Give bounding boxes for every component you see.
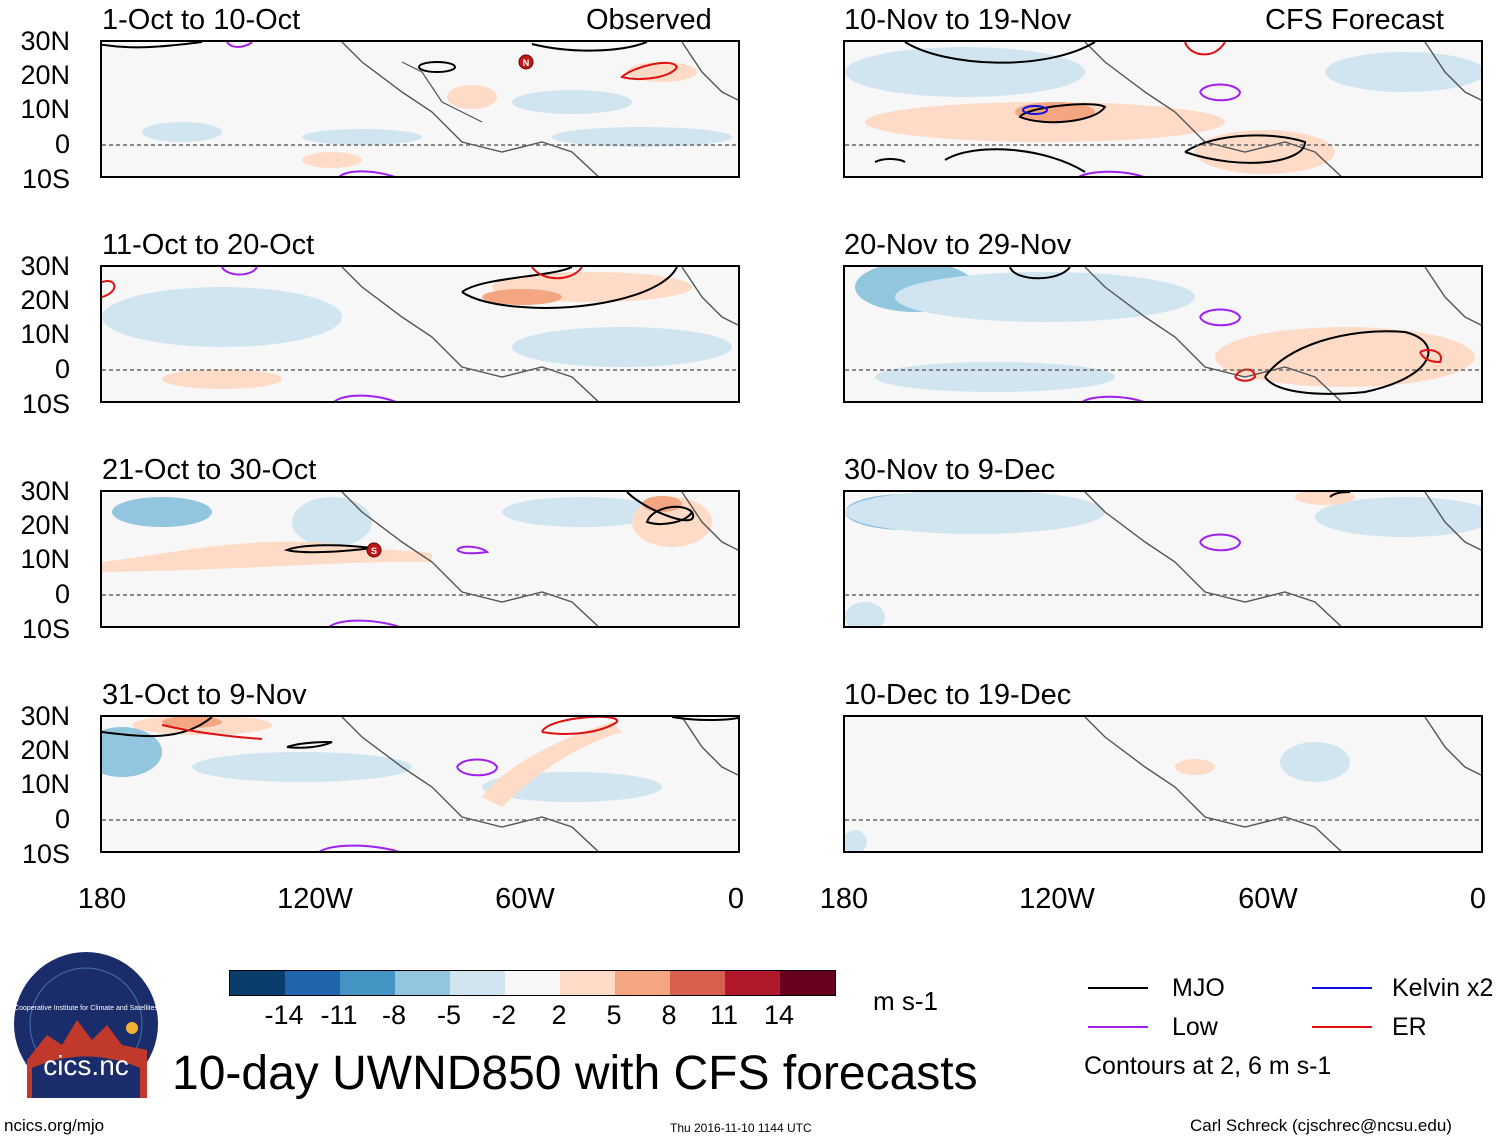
lat-label: 0 [54,129,70,159]
logo-text: cics.nc [43,1050,129,1081]
panel-title: 30-Nov to 9-Dec [844,454,1056,486]
legend-label-er: ER [1392,1013,1427,1041]
legend-swatch-mjo [1088,987,1148,989]
colorbar-label: -5 [436,1000,462,1030]
lat-label: 10S [21,389,70,419]
lat-label: 30N [20,476,70,506]
map-panel-nov10-nov19 [843,40,1483,178]
observed-heading: Observed [586,4,712,36]
colorbar-label: 11 [709,1000,739,1030]
storm-marker: S [371,546,377,556]
colorbar-label: -14 [264,1000,304,1030]
panel-title: 1-Oct to 10-Oct [102,4,301,36]
colorbar-label: -8 [381,1000,407,1030]
legend-label-low: Low [1172,1013,1218,1041]
lat-label: 10S [21,614,70,644]
storm-marker: N [523,58,530,68]
colorbar-units: m s-1 [873,986,938,1016]
colorbar-label: -2 [491,1000,517,1030]
cfs-forecast-heading: CFS Forecast [1265,4,1444,36]
panel-title: 10-Nov to 19-Nov [844,4,1072,36]
map-panel-oct1-oct10: N [100,40,740,178]
colorbar-swatch [340,971,395,995]
legend-note: Contours at 2, 6 m s-1 [1084,1052,1332,1080]
map-panel-oct21-oct30: S [100,490,740,628]
colorbar-label: 5 [606,1000,622,1030]
colorbar-label: 8 [661,1000,677,1030]
panel-title: 11-Oct to 20-Oct [102,229,315,261]
lon-label: 0 [727,883,745,915]
colorbar-label: 2 [551,1000,567,1030]
colorbar-swatch [670,971,725,995]
lon-label: 120W [1019,883,1095,915]
lon-label: 120W [277,883,353,915]
panel-title: 20-Nov to 29-Nov [844,229,1072,261]
map-panel-oct31-nov9 [100,715,740,853]
lon-label: 60W [495,883,555,915]
lat-label: 20N [20,60,70,90]
colorbar-swatch [230,971,285,995]
lon-label: 0 [1469,883,1487,915]
map-panel-dec10-dec19 [843,715,1483,853]
lat-label: 0 [54,804,70,834]
footer-author: Carl Schreck (cjschrec@ncsu.edu) [1190,1116,1452,1135]
footer-url: ncics.org/mjo [4,1116,105,1135]
lat-label: 10S [21,839,70,869]
colorbar-swatch [780,971,835,995]
colorbar-swatch [505,971,560,995]
lat-label: 20N [20,285,70,315]
colorbar-swatch [450,971,505,995]
colorbar-swatch [725,971,780,995]
colorbar-swatch [615,971,670,995]
lat-label: 30N [20,251,70,281]
lat-label: 0 [54,579,70,609]
legend-swatch-er [1312,1026,1372,1028]
colorbar-swatch [285,971,340,995]
panel-title: 31-Oct to 9-Nov [102,679,307,711]
lat-label: 10N [20,94,70,124]
panel-title: 21-Oct to 30-Oct [102,454,317,486]
legend-label-mjo: MJO [1172,974,1225,1002]
lon-label: 180 [819,883,869,915]
legend-swatch-low [1088,1026,1148,1028]
lat-label: 10N [20,769,70,799]
map-panel-nov20-nov29 [843,265,1483,403]
colorbar [229,970,836,996]
cics-logo: Cooperative Institute for Climate and Sa… [12,950,160,1098]
map-panel-oct11-oct20 [100,265,740,403]
colorbar-swatch [395,971,450,995]
lat-label: 10N [20,319,70,349]
legend-label-kelvin: Kelvin x2 [1392,974,1494,1002]
lat-label: 20N [20,735,70,765]
lat-label: 0 [54,354,70,384]
colorbar-label: 14 [763,1000,795,1030]
lat-label: 30N [20,701,70,731]
legend-swatch-kelvin [1312,987,1372,989]
map-panel-nov30-dec9 [843,490,1483,628]
lon-label: 180 [77,883,127,915]
colorbar-label: -11 [320,1000,358,1030]
lat-label: 20N [20,510,70,540]
lat-label: 10N [20,544,70,574]
chart-title: 10-day UWND850 with CFS forecasts [172,1047,978,1100]
lat-label: 30N [20,26,70,56]
panel-title: 10-Dec to 19-Dec [844,679,1072,711]
footer-timestamp: Thu 2016-11-10 1144 UTC [670,1121,812,1135]
lat-label: 10S [21,164,70,194]
colorbar-swatch [560,971,615,995]
logo-ring-text: Cooperative Institute for Climate and Sa… [14,1005,158,1012]
lon-label: 60W [1238,883,1298,915]
